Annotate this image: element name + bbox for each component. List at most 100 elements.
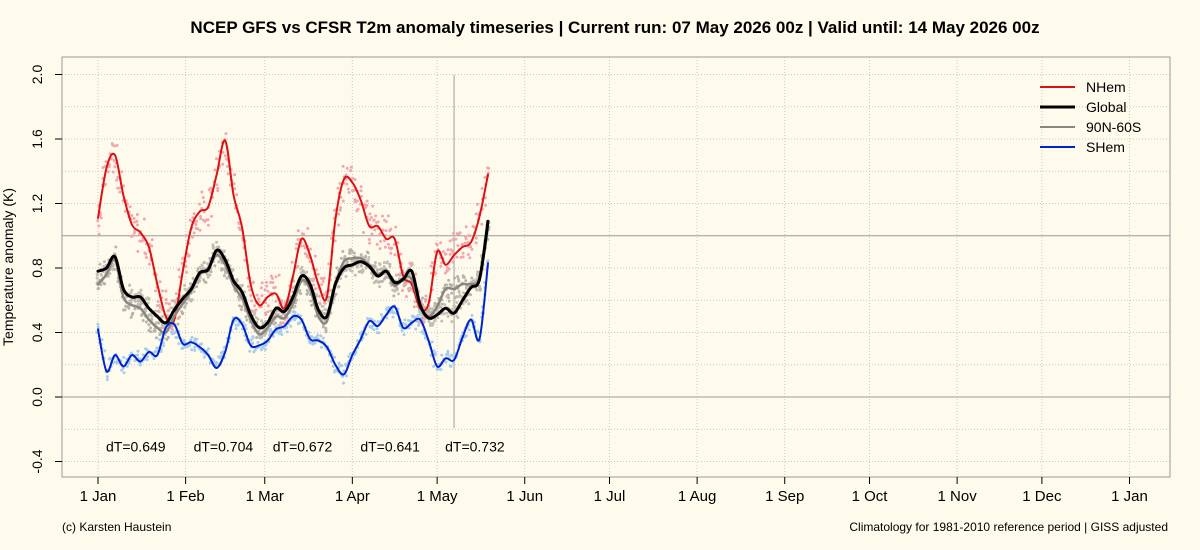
daily-dot-nhem (135, 219, 139, 223)
daily-dot-90n-60s (202, 261, 206, 265)
daily-dot-global (361, 268, 365, 272)
daily-dot-shem (138, 357, 142, 361)
daily-dot-nhem (104, 160, 108, 164)
daily-dot-global (190, 298, 194, 302)
daily-dot-global (237, 296, 241, 300)
daily-dot-nhem (164, 301, 168, 305)
daily-dot-shem (219, 351, 223, 355)
daily-dot-90n-60s (321, 325, 325, 329)
daily-dot-90n-60s (421, 296, 425, 300)
daily-dot-nhem (266, 289, 270, 293)
daily-dot-shem (289, 324, 293, 328)
daily-dot-nhem (157, 310, 161, 314)
daily-dot-nhem (339, 206, 343, 210)
daily-dot-global (222, 249, 226, 253)
daily-dot-nhem (156, 300, 160, 304)
daily-dot-90n-60s (133, 307, 137, 311)
daily-dot-nhem (410, 261, 414, 265)
daily-dot-nhem (226, 172, 230, 176)
daily-dot-90n-60s (140, 312, 144, 316)
daily-dot-global (133, 299, 137, 303)
daily-dot-nhem (386, 242, 390, 246)
daily-dot-shem (418, 310, 422, 314)
daily-dot-nhem (380, 214, 384, 218)
daily-dot-shem (376, 320, 380, 324)
daily-dot-nhem (418, 321, 422, 325)
daily-dot-global (266, 310, 270, 314)
daily-dot-nhem (322, 293, 326, 297)
daily-dot-nhem (404, 295, 408, 299)
daily-dot-nhem (429, 271, 433, 275)
x-tick-label: 1 Jan (1111, 488, 1148, 505)
daily-dot-nhem (393, 253, 397, 257)
daily-dot-90n-60s (154, 336, 158, 340)
daily-dot-shem (446, 349, 450, 353)
daily-dot-shem (416, 323, 420, 327)
daily-dot-shem (253, 348, 257, 352)
daily-dot-global (263, 333, 267, 337)
daily-dot-shem (400, 329, 404, 333)
daily-dot-nhem (370, 232, 374, 236)
daily-dot-nhem (115, 178, 119, 182)
daily-dot-nhem (424, 299, 428, 303)
daily-dot-nhem (269, 280, 273, 284)
daily-dot-90n-60s (450, 291, 454, 295)
daily-dot-nhem (194, 226, 198, 230)
daily-dot-nhem (389, 251, 393, 255)
daily-dot-nhem (368, 212, 372, 216)
daily-dot-nhem (322, 301, 326, 305)
daily-dot-nhem (413, 300, 417, 304)
dt-annotation: dT=0.649 (106, 438, 166, 454)
daily-dot-shem (364, 332, 368, 336)
daily-dot-global (231, 268, 235, 272)
daily-dot-shem (125, 364, 129, 368)
daily-dot-global (385, 261, 389, 265)
daily-dot-global (373, 261, 377, 265)
daily-dot-nhem (424, 294, 428, 298)
daily-dot-global (445, 311, 449, 315)
daily-dot-90n-60s (197, 278, 201, 282)
daily-dot-nhem (150, 238, 154, 242)
daily-dot-90n-60s (114, 245, 118, 249)
x-tick-label: 1 Oct (852, 488, 889, 505)
daily-dot-nhem (112, 159, 116, 163)
daily-dot-global (200, 263, 204, 267)
daily-dot-shem (127, 361, 131, 365)
daily-dot-shem (308, 341, 312, 345)
y-tick-label: 0.4 (29, 323, 45, 343)
daily-dot-nhem (383, 245, 387, 249)
daily-dot-nhem (472, 225, 476, 229)
daily-dot-global (235, 277, 239, 281)
daily-dot-global (372, 281, 376, 285)
daily-dot-nhem (224, 132, 228, 136)
daily-dot-global (111, 262, 115, 266)
daily-dot-nhem (158, 280, 162, 284)
daily-dot-nhem (104, 182, 108, 186)
daily-dot-global (161, 315, 165, 319)
y-tick-label: 1.2 (29, 194, 45, 214)
daily-dot-nhem (447, 267, 451, 271)
daily-dot-shem (316, 333, 320, 337)
daily-dot-nhem (484, 203, 488, 207)
daily-dot-nhem (351, 176, 355, 180)
daily-dot-nhem (132, 231, 136, 235)
daily-dot-nhem (128, 205, 132, 209)
daily-dot-shem (345, 374, 349, 378)
daily-dot-shem (175, 336, 179, 340)
daily-dot-shem (260, 336, 264, 340)
axes: -0.4 0.0 0.4 0.8 1.2 1.6 2.0 1 Jan 1 Feb 1 Mar 1 A… (29, 65, 1148, 505)
daily-dot-90n-60s (456, 274, 460, 278)
daily-dot-90n-60s (341, 249, 345, 253)
daily-dot-global (308, 277, 312, 281)
daily-dot-shem (437, 367, 441, 371)
dt-annotation: dT=0.641 (360, 438, 420, 454)
daily-dot-nhem (367, 237, 371, 241)
daily-dot-global (347, 266, 351, 270)
daily-dot-nhem (439, 241, 443, 245)
daily-dot-nhem (265, 280, 269, 284)
daily-dot-nhem (365, 199, 369, 203)
daily-dot-nhem (338, 208, 342, 212)
daily-dot-shem (449, 365, 453, 369)
daily-dot-nhem (269, 309, 273, 313)
daily-dot-nhem (355, 209, 359, 213)
